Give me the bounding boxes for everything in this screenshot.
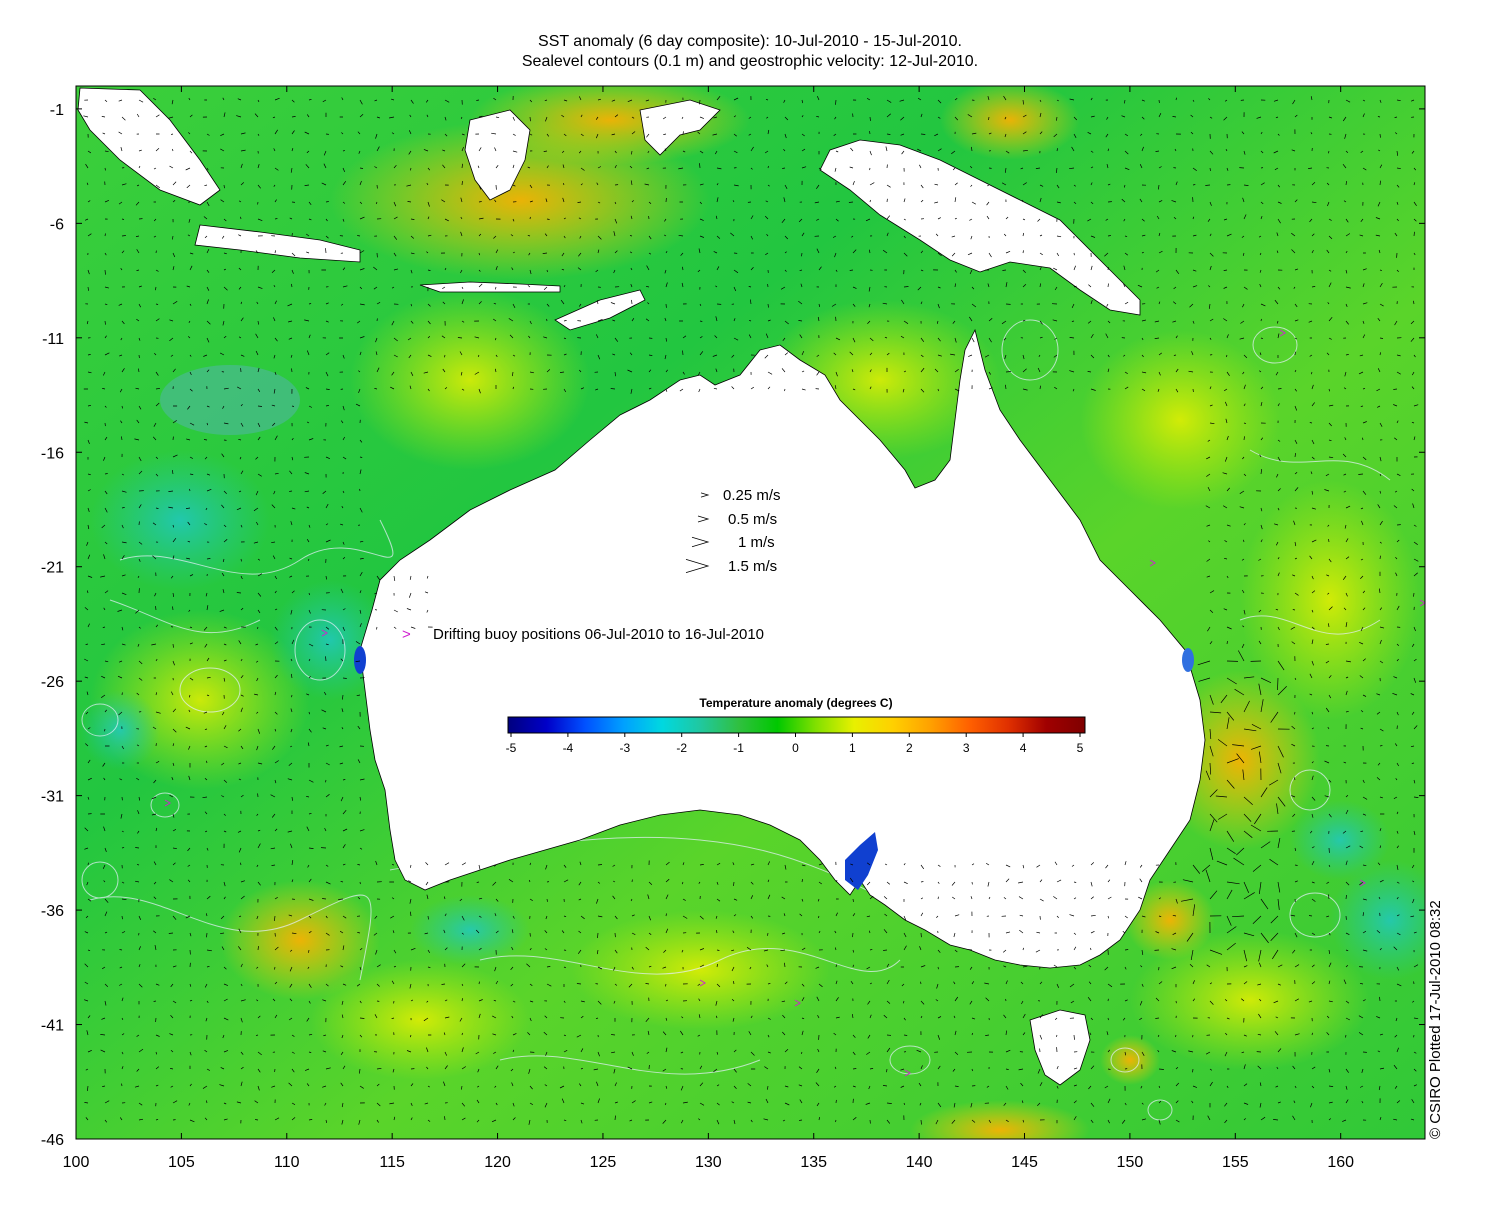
colorbar-tick-label: -3 (619, 741, 630, 755)
velocity-arrows (83, 95, 1419, 1125)
java-landmass (194, 224, 361, 263)
colorbar-bar (507, 716, 1086, 734)
australia-landmass (359, 328, 1206, 969)
velocity-legend: 0.25 m/s 0.5 m/s 1 m/s 1.5 m/s (685, 487, 781, 575)
y-axis: -1-6-11-16-21-26-31-36-41-46 (41, 102, 1425, 1149)
y-tick-label: -21 (41, 560, 64, 577)
colorbar: Temperature anomaly (degrees C) -5 -4 -3 -2… (506, 696, 1086, 755)
tasmania-landmass (1029, 1009, 1091, 1086)
colorbar-tick-label: 2 (906, 741, 913, 755)
x-tick-label: 135 (800, 1154, 827, 1171)
x-tick-label: 110 (274, 1154, 300, 1171)
y-tick-label: -11 (42, 331, 64, 348)
y-tick-label: -36 (41, 903, 64, 920)
velocity-legend-label: 0.25 m/s (723, 487, 781, 504)
velocity-legend-arrow (697, 515, 710, 523)
sst-anomaly-field (80, 86, 1425, 1139)
x-tick-label: 155 (1222, 1154, 1249, 1171)
y-tick-label: -26 (41, 674, 64, 691)
y-tick-label: -41 (41, 1018, 64, 1035)
x-tick-label: 125 (590, 1154, 617, 1171)
x-axis: 100 105 110 115 120 125 130 135 140 145 150 155 160 (63, 86, 1354, 1171)
buoy-markers (164, 329, 1425, 1077)
x-tick-label: 140 (906, 1154, 933, 1171)
x-tick-label: 160 (1327, 1154, 1354, 1171)
colorbar-tick-label: 0 (792, 741, 799, 755)
velocity-legend-label: 1.5 m/s (728, 558, 777, 575)
y-tick-label: -6 (50, 216, 64, 233)
sumatra-landmass (77, 87, 221, 206)
colorbar-tick-label: -2 (676, 741, 687, 755)
plot-frame (75, 85, 1426, 1140)
x-tick-label: 105 (168, 1154, 195, 1171)
buoy-legend-label: Drifting buoy positions 06-Jul-2010 to 1… (433, 626, 764, 643)
sulawesi-landmass (639, 99, 721, 156)
x-tick-label: 100 (63, 1154, 90, 1171)
sealevel-contours (81, 319, 1391, 1121)
plot-area (76, 86, 1425, 1139)
velocity-legend-label: 1 m/s (738, 534, 775, 551)
colorbar-tick-label: -5 (506, 741, 517, 755)
buoy-legend: > Drifting buoy positions 06-Jul-2010 to… (402, 626, 764, 643)
borneo-landmass (464, 109, 531, 201)
velocity-legend-arrow (691, 536, 710, 548)
x-tick-label: 130 (695, 1154, 722, 1171)
colorbar-tick-label: 3 (963, 741, 970, 755)
credit-text: © CSIRO Plotted 17-Jul-2010 08:32 (1427, 900, 1444, 1139)
title-line-2: Sealevel contours (0.1 m) and geostrophi… (521, 53, 979, 70)
y-tick-label: -1 (50, 102, 64, 119)
colorbar-tick-label: -1 (733, 741, 744, 755)
velocity-arrow-field (83, 95, 1419, 1125)
colorbar-tick-label: -4 (563, 741, 574, 755)
x-tick-label: 115 (379, 1154, 405, 1171)
new-guinea-landmass (819, 139, 1141, 316)
land-masses (77, 87, 1206, 1086)
y-tick-label: -16 (41, 445, 64, 462)
colorbar-tick-label: 5 (1077, 741, 1084, 755)
x-tick-label: 150 (1117, 1154, 1144, 1171)
timor-landmass (554, 289, 646, 331)
y-tick-label: -46 (41, 1132, 64, 1149)
y-tick-label: -31 (41, 789, 64, 806)
coastal-cool-patches (354, 646, 1194, 890)
colorbar-tick-label: 4 (1020, 741, 1027, 755)
x-tick-label: 145 (1011, 1154, 1038, 1171)
velocity-legend-arrow (700, 492, 710, 498)
colorbar-title: Temperature anomaly (degrees C) (699, 696, 892, 710)
colorbar-ticks: -5 -4 -3 -2 -1 0 1 2 3 4 5 (506, 733, 1084, 755)
velocity-legend-arrow (685, 559, 710, 573)
lesser-sunda-islands (419, 281, 561, 293)
buoy-legend-symbol: > (402, 626, 411, 643)
velocity-legend-label: 0.5 m/s (728, 511, 777, 528)
x-tick-label: 120 (484, 1154, 511, 1171)
colorbar-tick-label: 1 (849, 741, 856, 755)
title-line-1: SST anomaly (6 day composite): 10-Jul-20… (538, 33, 962, 50)
